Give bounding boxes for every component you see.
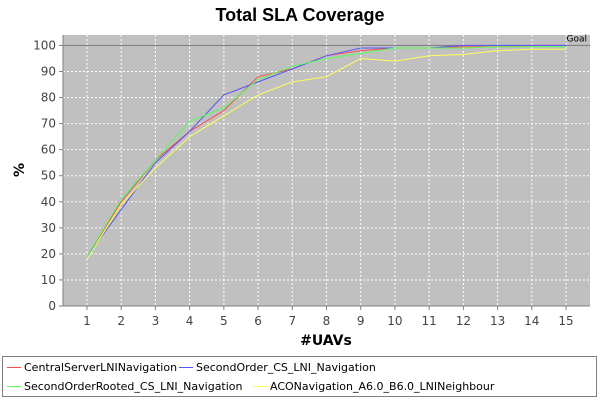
series-line-2 (86, 44, 566, 257)
x-tick-label: 11 (422, 314, 437, 328)
y-tick-label: 100 (33, 38, 56, 52)
legend-swatch (179, 366, 193, 368)
legend-label: SecondOrder_CS_LNI_Navigation (196, 361, 376, 374)
chart: Total SLA Coverage Goal 0 10 20 30 40 50 60 70 8… (12, 5, 590, 349)
y-tick-label: 30 (41, 221, 56, 235)
x-tick-label: 6 (254, 314, 262, 328)
y-tick-label: 80 (41, 91, 56, 105)
x-tick-label: 13 (490, 314, 505, 328)
legend-label: SecondOrderRooted_CS_LNI_Navigation (24, 380, 243, 393)
y-tick-label: 40 (41, 195, 56, 209)
y-tick-label: 20 (41, 247, 56, 261)
x-tick-label: 10 (387, 314, 402, 328)
x-axis-label: #UAVs (300, 333, 352, 349)
x-tick-label: 5 (220, 314, 228, 328)
legend-item-second-order-rooted: SecondOrderRooted_CS_LNI_Navigation (7, 378, 243, 396)
y-tick-label: 10 (41, 273, 56, 287)
legend-swatch (253, 385, 267, 387)
grid (63, 35, 590, 307)
legend-swatch (7, 366, 21, 368)
x-tick-label: 15 (558, 314, 573, 328)
x-tick-label: 14 (524, 314, 539, 328)
legend-swatch (7, 385, 21, 387)
series-line-3 (86, 46, 566, 257)
x-tick-label: 2 (117, 314, 125, 328)
y-tick-label: 90 (41, 64, 56, 78)
series-layer (86, 44, 566, 260)
legend-item-aco-navigation: ACONavigation_A6.0_B6.0_LNINeighbour (253, 378, 494, 396)
x-tick-label: 4 (186, 314, 194, 328)
x-tick-label: 9 (357, 314, 365, 328)
series-line-4 (86, 48, 566, 260)
y-tick-label: 70 (41, 117, 56, 131)
legend-label: ACONavigation_A6.0_B6.0_LNINeighbour (270, 380, 495, 393)
x-tick-label: 12 (456, 314, 471, 328)
x-tick-label: 1 (83, 314, 91, 328)
x-tick-label: 8 (323, 314, 331, 328)
x-tick-label: 3 (152, 314, 160, 328)
x-tick-label: 7 (288, 314, 296, 328)
legend: CentralServerLNINavigation SecondOrder_C… (2, 356, 597, 397)
legend-label: CentralServerLNINavigation (24, 361, 178, 374)
y-tick-label: 50 (41, 169, 56, 183)
goal-label: Goal (567, 34, 588, 44)
y-tick-label: 60 (41, 143, 56, 157)
legend-item-second-order: SecondOrder_CS_LNI_Navigation (179, 359, 376, 377)
y-tick-label: 0 (48, 299, 56, 313)
y-axis-label: % (12, 163, 28, 177)
legend-item-central-server: CentralServerLNINavigation (7, 359, 177, 377)
chart-title: Total SLA Coverage (215, 5, 384, 25)
